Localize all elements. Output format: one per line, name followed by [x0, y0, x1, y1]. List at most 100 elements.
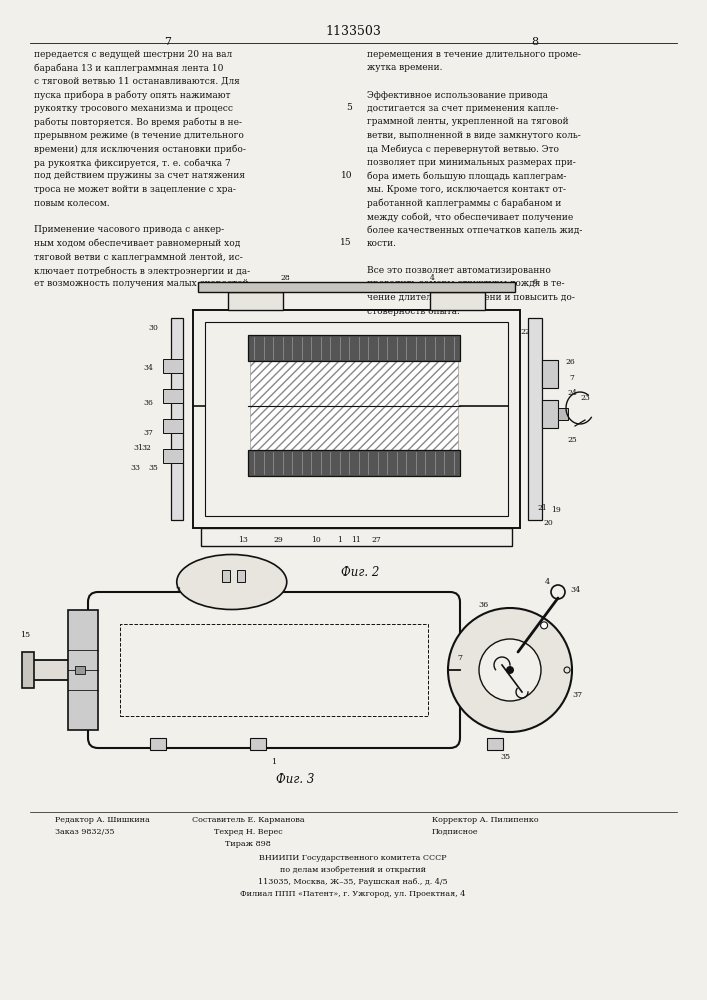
Text: ца Мебиуса с перевернутой ветвью. Это: ца Мебиуса с перевернутой ветвью. Это: [367, 144, 559, 154]
Ellipse shape: [177, 554, 287, 609]
Bar: [237, 570, 245, 582]
Circle shape: [448, 608, 572, 732]
Text: 25: 25: [567, 436, 577, 444]
Bar: [163, 449, 183, 463]
Bar: [68, 610, 98, 730]
Text: Подписное: Подписное: [432, 828, 479, 836]
Text: 10: 10: [311, 536, 321, 544]
Text: 1133503: 1133503: [325, 25, 381, 38]
Text: работы повторяется. Во время работы в не-: работы повторяется. Во время работы в не…: [34, 117, 242, 127]
Text: Филиал ППП «Патент», г. Ужгород, ул. Проектная, 4: Филиал ППП «Патент», г. Ужгород, ул. Про…: [240, 890, 466, 898]
Text: Фиг. 2: Фиг. 2: [341, 566, 379, 579]
Text: граммной ленты, укрепленной на тяговой: граммной ленты, укрепленной на тяговой: [367, 117, 568, 126]
Text: кости.: кости.: [367, 239, 397, 248]
Bar: [528, 318, 542, 520]
Text: 7: 7: [457, 654, 462, 662]
Text: 5: 5: [346, 103, 352, 112]
Bar: [558, 408, 568, 420]
Text: 26: 26: [565, 358, 575, 366]
Text: 23: 23: [580, 394, 590, 402]
Text: Применение часового привода с анкер-: Применение часового привода с анкер-: [34, 226, 224, 234]
Text: бора иметь большую площадь каплеграм-: бора иметь большую площадь каплеграм-: [367, 172, 566, 181]
Text: Эффективное использование привода: Эффективное использование привода: [367, 91, 548, 100]
Text: проводить замеры структуры дождя в те-: проводить замеры структуры дождя в те-: [367, 279, 564, 288]
Text: ра рукоятка фиксируется, т. е. собачка 7: ра рукоятка фиксируется, т. е. собачка 7: [34, 158, 230, 167]
Bar: [250, 738, 266, 750]
Circle shape: [541, 622, 548, 629]
Text: Техред Н. Верес: Техред Н. Верес: [214, 828, 282, 836]
Text: 11: 11: [351, 536, 361, 544]
Text: 15: 15: [340, 238, 352, 247]
Text: 36: 36: [143, 399, 153, 407]
Text: прерывном режиме (в течение длительного: прерывном режиме (в течение длительного: [34, 131, 244, 140]
Text: троса не может войти в зацепление с хра-: троса не может войти в зацепление с хра-: [34, 185, 236, 194]
Text: Фиг. 3: Фиг. 3: [276, 773, 314, 786]
Text: 33: 33: [130, 464, 140, 472]
Text: чение длительного времени и повысить до-: чение длительного времени и повысить до-: [367, 293, 575, 302]
Text: передается с ведущей шестрни 20 на вал: передается с ведущей шестрни 20 на вал: [34, 50, 232, 59]
Text: под действием пружины за счет натяжения: под действием пружины за счет натяжения: [34, 172, 245, 180]
Text: 4: 4: [430, 274, 434, 282]
Bar: [248, 450, 460, 476]
Text: перемещения в течение длительного проме-: перемещения в течение длительного проме-: [367, 50, 581, 59]
Text: 113035, Москва, Ж–35, Раушская наб., д. 4/5: 113035, Москва, Ж–35, Раушская наб., д. …: [258, 878, 448, 886]
Text: 24: 24: [567, 389, 577, 397]
Text: рукоятку тросового механизма и процесс: рукоятку тросового механизма и процесс: [34, 104, 233, 113]
Text: работанной каплеграммы с барабаном и: работанной каплеграммы с барабаном и: [367, 198, 561, 208]
Text: 37: 37: [143, 429, 153, 437]
Text: Все это позволяет автоматизированно: Все это позволяет автоматизированно: [367, 266, 551, 275]
Text: по делам изобретений и открытий: по делам изобретений и открытий: [280, 866, 426, 874]
Text: 2: 2: [175, 586, 180, 594]
Text: тяговой ветви с каплеграммной лентой, ис-: тяговой ветви с каплеграммной лентой, ис…: [34, 252, 243, 261]
Bar: [430, 292, 485, 310]
Bar: [22, 652, 34, 688]
Text: ным ходом обеспечивает равномерный ход: ным ходом обеспечивает равномерный ход: [34, 239, 240, 248]
Text: 19: 19: [551, 506, 561, 514]
Text: между собой, что обеспечивает получение: между собой, что обеспечивает получение: [367, 212, 573, 222]
Text: 30: 30: [148, 324, 158, 332]
Text: 7: 7: [165, 37, 172, 47]
Text: 13: 13: [238, 536, 248, 544]
Text: Корректор А. Пилипенко: Корректор А. Пилипенко: [432, 816, 539, 824]
Text: 10: 10: [341, 170, 352, 180]
Text: 4: 4: [545, 578, 550, 586]
Text: 27: 27: [371, 536, 381, 544]
Text: 15: 15: [20, 631, 30, 639]
Text: ет возможность получения малых скоростей: ет возможность получения малых скоростей: [34, 279, 248, 288]
Bar: [248, 335, 460, 361]
Bar: [250, 361, 458, 450]
Text: более качественных отпечатков капель жид-: более качественных отпечатков капель жид…: [367, 226, 583, 234]
Text: с тяговой ветвью 11 останавливаются. Для: с тяговой ветвью 11 останавливаются. Для: [34, 77, 240, 86]
Text: жутка времени.: жутка времени.: [367, 64, 443, 73]
Text: 1: 1: [271, 758, 276, 766]
Bar: [542, 400, 558, 428]
Text: 6: 6: [532, 278, 537, 286]
Circle shape: [506, 666, 514, 674]
Bar: [120, 624, 428, 716]
Text: 28: 28: [280, 274, 290, 282]
Text: Редактор А. Шишкина: Редактор А. Шишкина: [55, 816, 150, 824]
Text: 29: 29: [273, 536, 283, 544]
Bar: [222, 570, 230, 582]
Text: Тираж 898: Тираж 898: [225, 840, 271, 848]
Text: повым колесом.: повым колесом.: [34, 198, 110, 208]
Text: 35: 35: [500, 753, 510, 761]
Text: Составитель Е. Карманова: Составитель Е. Карманова: [192, 816, 304, 824]
Bar: [487, 738, 503, 750]
Text: пуска прибора в работу опять нажимают: пуска прибора в работу опять нажимают: [34, 91, 230, 100]
Text: 34: 34: [570, 586, 580, 594]
Text: ключает потребность в электроэнергии и да-: ключает потребность в электроэнергии и д…: [34, 266, 250, 275]
Bar: [171, 318, 183, 520]
Text: мы. Кроме того, исключается контакт от-: мы. Кроме того, исключается контакт от-: [367, 185, 566, 194]
Bar: [201, 528, 512, 546]
Text: 32: 32: [141, 444, 151, 452]
Text: 36: 36: [478, 601, 489, 609]
Text: ветви, выполненной в виде замкнутого коль-: ветви, выполненной в виде замкнутого кол…: [367, 131, 580, 140]
Bar: [163, 389, 183, 403]
Bar: [198, 282, 515, 292]
Text: 34: 34: [143, 364, 153, 372]
Bar: [150, 738, 166, 750]
Bar: [30, 660, 68, 680]
Circle shape: [479, 639, 541, 701]
Text: 37: 37: [572, 691, 582, 699]
